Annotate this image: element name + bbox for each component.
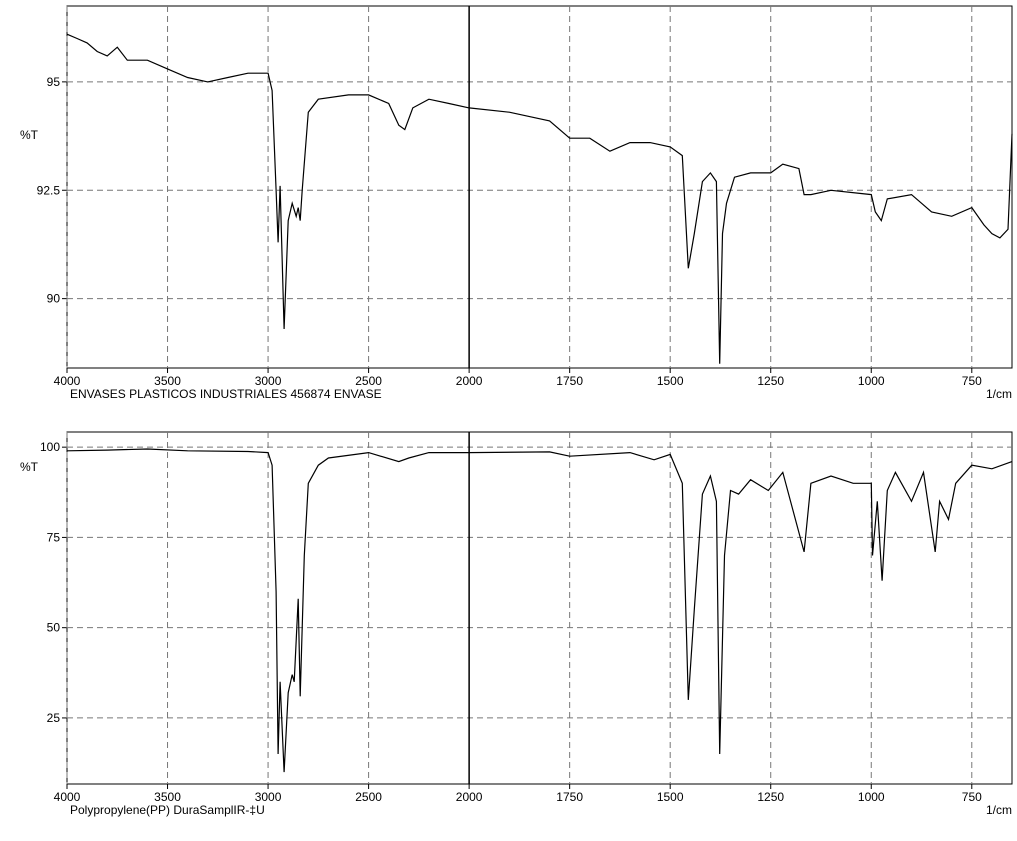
y-tick-label: 25 xyxy=(47,711,61,725)
x-tick-label: 3500 xyxy=(154,374,181,388)
x-tick-label: 1750 xyxy=(556,790,583,804)
x-tick-label: 2500 xyxy=(355,790,382,804)
x-tick-label: 3000 xyxy=(255,790,282,804)
y-tick-label: 95 xyxy=(47,75,61,89)
x-tick-label: 3000 xyxy=(255,374,282,388)
x-tick-label: 4000 xyxy=(54,790,81,804)
x-axis-label: Polypropylene(PP) DuraSamplIR-‡U xyxy=(70,803,265,817)
x-tick-label: 1500 xyxy=(657,374,684,388)
x-tick-label: 1750 xyxy=(556,374,583,388)
x-unit: 1/cm xyxy=(986,387,1012,401)
x-tick-label: 1000 xyxy=(858,374,885,388)
x-tick-label: 3500 xyxy=(154,790,181,804)
x-tick-label: 1250 xyxy=(757,374,784,388)
x-tick-label: 4000 xyxy=(54,374,81,388)
plot-frame xyxy=(66,5,1013,369)
plot-frame xyxy=(66,431,1013,785)
y-tick-label: 90 xyxy=(47,292,61,306)
y-tick-label: 92.5 xyxy=(37,183,61,197)
x-tick-label: 2000 xyxy=(456,374,483,388)
spectrum-line xyxy=(66,448,1013,773)
x-tick-label: 1250 xyxy=(757,790,784,804)
y-tick-label: 75 xyxy=(47,530,61,544)
x-axis-label: ENVASES PLASTICOS INDUSTRIALES 456874 EN… xyxy=(70,387,382,401)
y-tick-label: 50 xyxy=(47,621,61,635)
x-tick-label: 2500 xyxy=(355,374,382,388)
x-tick-label: 2000 xyxy=(456,790,483,804)
y-axis-label: %T xyxy=(20,128,39,142)
y-tick-label: 100 xyxy=(40,440,60,454)
x-unit: 1/cm xyxy=(986,803,1012,817)
x-tick-label: 1500 xyxy=(657,790,684,804)
x-tick-label: 750 xyxy=(962,374,982,388)
y-axis-label: %T xyxy=(20,460,39,474)
x-tick-label: 750 xyxy=(962,790,982,804)
spectrum-line xyxy=(66,33,1013,364)
x-tick-label: 1000 xyxy=(858,790,885,804)
